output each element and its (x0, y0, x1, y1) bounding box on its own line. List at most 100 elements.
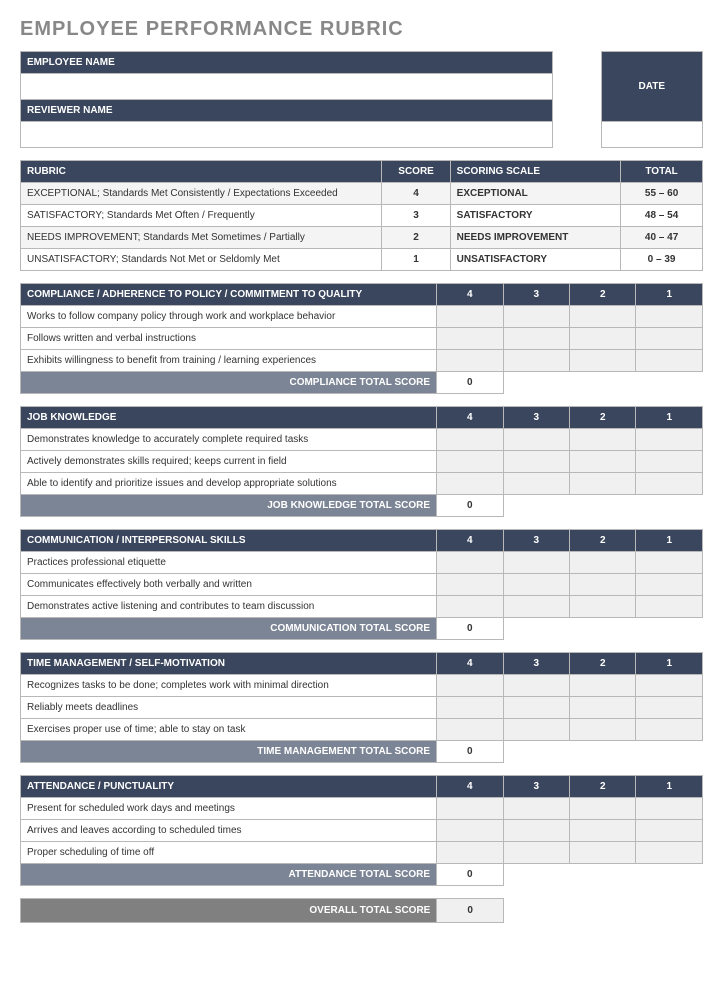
total-col-header: TOTAL (621, 161, 703, 183)
score-input[interactable] (437, 719, 503, 741)
section-table: COMPLIANCE / ADHERENCE TO POLICY / COMMI… (20, 283, 703, 394)
rubric-scale: NEEDS IMPROVEMENT (450, 227, 621, 249)
score-input[interactable] (437, 328, 503, 350)
score-input[interactable] (636, 820, 703, 842)
score-input[interactable] (636, 675, 703, 697)
score-header: 3 (503, 653, 569, 675)
section-total-label: TIME MANAGEMENT TOTAL SCORE (21, 741, 437, 763)
score-input[interactable] (437, 675, 503, 697)
score-header: 1 (636, 653, 703, 675)
score-input[interactable] (570, 798, 636, 820)
rubric-score: 4 (382, 183, 450, 205)
score-input[interactable] (437, 842, 503, 864)
section-total-value: 0 (437, 618, 503, 640)
score-input[interactable] (636, 719, 703, 741)
score-input[interactable] (503, 451, 569, 473)
section-item: Practices professional etiquette (21, 552, 437, 574)
score-input[interactable] (503, 328, 569, 350)
score-input[interactable] (636, 429, 703, 451)
score-input[interactable] (437, 798, 503, 820)
score-input[interactable] (503, 596, 569, 618)
score-input[interactable] (570, 473, 636, 495)
score-input[interactable] (503, 473, 569, 495)
section-item: Arrives and leaves according to schedule… (21, 820, 437, 842)
score-header: 2 (570, 776, 636, 798)
score-input[interactable] (437, 473, 503, 495)
score-input[interactable] (570, 842, 636, 864)
rubric-score: 2 (382, 227, 450, 249)
score-input[interactable] (636, 350, 703, 372)
score-input[interactable] (503, 350, 569, 372)
score-input[interactable] (503, 719, 569, 741)
score-input[interactable] (570, 552, 636, 574)
score-input[interactable] (437, 574, 503, 596)
score-header: 1 (636, 407, 703, 429)
score-input[interactable] (570, 574, 636, 596)
section-item: Exhibits willingness to benefit from tra… (21, 350, 437, 372)
rubric-desc: UNSATISFACTORY; Standards Not Met or Sel… (21, 249, 382, 271)
section-total-value: 0 (437, 372, 503, 394)
score-input[interactable] (570, 429, 636, 451)
score-input[interactable] (503, 675, 569, 697)
date-input[interactable] (601, 122, 702, 148)
score-input[interactable] (570, 820, 636, 842)
rubric-total: 55 – 60 (621, 183, 703, 205)
rubric-total: 48 – 54 (621, 205, 703, 227)
score-input[interactable] (570, 350, 636, 372)
reviewer-name-input[interactable] (21, 122, 553, 148)
score-input[interactable] (570, 596, 636, 618)
score-input[interactable] (503, 429, 569, 451)
score-input[interactable] (570, 697, 636, 719)
score-input[interactable] (437, 552, 503, 574)
score-input[interactable] (503, 798, 569, 820)
score-input[interactable] (503, 574, 569, 596)
rubric-total: 40 – 47 (621, 227, 703, 249)
score-header: 3 (503, 530, 569, 552)
section-total-value: 0 (437, 864, 503, 886)
section-item: Exercises proper use of time; able to st… (21, 719, 437, 741)
employee-name-input[interactable] (21, 74, 553, 100)
score-input[interactable] (503, 697, 569, 719)
score-input[interactable] (570, 719, 636, 741)
score-header: 4 (437, 653, 503, 675)
section-item: Communicates effectively both verbally a… (21, 574, 437, 596)
score-input[interactable] (636, 798, 703, 820)
score-input[interactable] (437, 350, 503, 372)
score-header: 4 (437, 407, 503, 429)
score-input[interactable] (437, 820, 503, 842)
rubric-score: 1 (382, 249, 450, 271)
score-input[interactable] (570, 675, 636, 697)
reviewer-name-label: REVIEWER NAME (21, 100, 553, 122)
employee-name-label: EMPLOYEE NAME (21, 52, 553, 74)
score-input[interactable] (437, 451, 503, 473)
score-input[interactable] (503, 552, 569, 574)
score-input[interactable] (636, 328, 703, 350)
score-input[interactable] (570, 451, 636, 473)
score-input[interactable] (437, 429, 503, 451)
score-input[interactable] (503, 842, 569, 864)
score-input[interactable] (636, 574, 703, 596)
score-input[interactable] (636, 473, 703, 495)
score-input[interactable] (636, 596, 703, 618)
score-input[interactable] (570, 328, 636, 350)
score-header: 4 (437, 284, 503, 306)
score-input[interactable] (503, 306, 569, 328)
section-total-value: 0 (437, 741, 503, 763)
score-input[interactable] (570, 306, 636, 328)
score-input[interactable] (636, 842, 703, 864)
page-title: EMPLOYEE PERFORMANCE RUBRIC (20, 18, 703, 41)
score-header: 3 (503, 776, 569, 798)
score-input[interactable] (437, 697, 503, 719)
score-input[interactable] (503, 820, 569, 842)
score-input[interactable] (636, 552, 703, 574)
score-header: 2 (570, 284, 636, 306)
score-input[interactable] (437, 306, 503, 328)
rubric-desc: SATISFACTORY; Standards Met Often / Freq… (21, 205, 382, 227)
section-table: ATTENDANCE / PUNCTUALITY4321Present for … (20, 775, 703, 886)
score-input[interactable] (636, 306, 703, 328)
score-header: 3 (503, 407, 569, 429)
score-input[interactable] (437, 596, 503, 618)
section-item: Works to follow company policy through w… (21, 306, 437, 328)
score-input[interactable] (636, 697, 703, 719)
score-input[interactable] (636, 451, 703, 473)
